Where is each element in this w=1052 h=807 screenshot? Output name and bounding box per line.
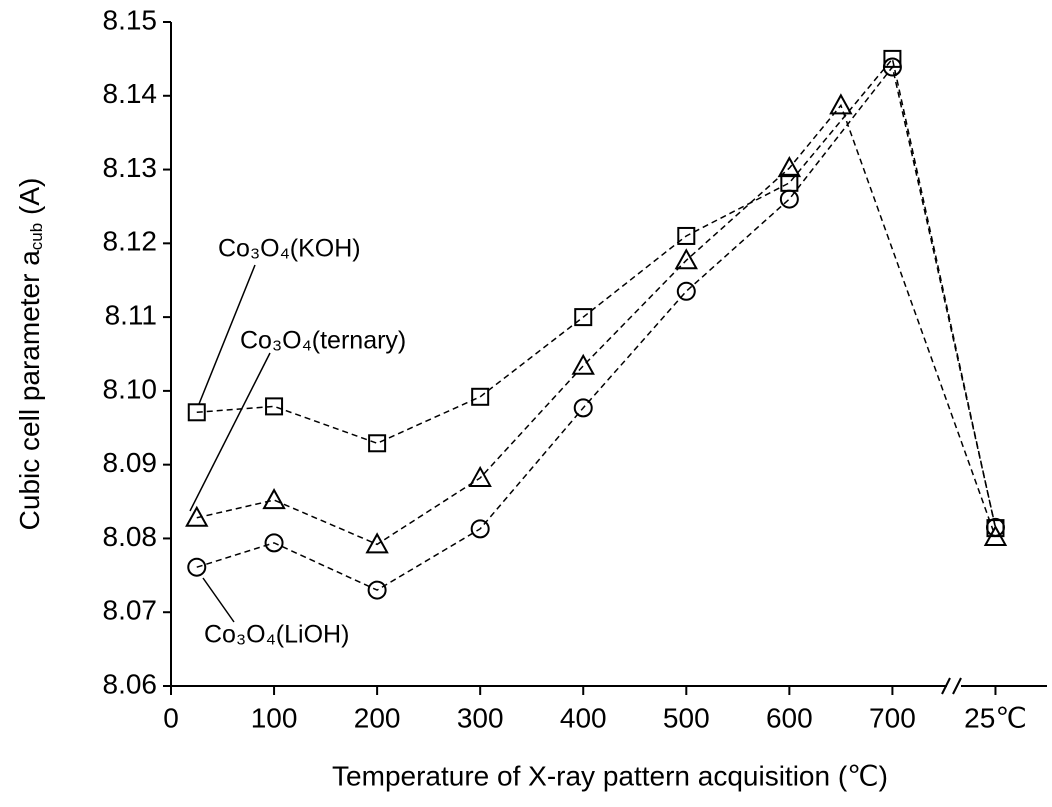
marker [573,398,593,418]
y-tick-label: 8.14 [103,78,158,109]
marker [674,248,698,270]
y-tick-label: 8.13 [103,152,158,183]
y-tick-label: 8.07 [103,595,158,626]
axis-break [941,677,962,695]
series-label: Co₃O₄(ternary) [240,327,406,355]
series-line [196,57,997,529]
marker [367,580,387,600]
x-tick-label: 100 [251,702,298,733]
marker [262,488,286,510]
x-tick-label: 300 [457,702,504,733]
marker [677,226,696,245]
marker [574,308,593,327]
y-tick-label: 8.12 [103,226,158,257]
marker [368,434,387,453]
y-label-main: Cubic cell parameter a [14,250,45,531]
leader-line [189,352,271,512]
marker [187,557,207,577]
marker [983,524,1008,546]
marker [264,533,284,553]
leader-line [198,264,256,405]
marker [779,189,799,209]
marker [471,387,490,406]
x-axis-label: Temperature of X-ray pattern acquisition… [332,760,888,791]
x-tick-label: 600 [766,702,813,733]
marker [470,519,490,539]
y-label-unit: (A) [14,178,45,223]
marker [985,517,1005,537]
y-tick-label: 8.09 [103,447,158,478]
x-tick-label: 200 [354,702,401,733]
y-label-sub: cub [27,223,46,250]
marker [187,403,206,422]
x-tick-label: 500 [663,702,710,733]
series-label: Co₃O₄(KOH) [218,235,361,263]
y-axis-label: Cubic cell parameter acub (A) [14,178,46,531]
x-tick-label: 25℃ [964,702,1027,733]
marker [676,281,696,301]
series-line [196,103,997,546]
leader-line [202,577,235,623]
marker [882,57,902,77]
series-line [196,65,997,591]
marker [571,353,595,375]
x-tick-label: 400 [560,702,607,733]
marker [468,465,492,487]
marker [265,397,284,416]
series-label: Co₃O₄(LiOH) [204,621,349,649]
y-tick-label: 8.06 [103,668,158,699]
y-tick-label: 8.15 [103,4,158,35]
y-tick-label: 8.11 [105,300,157,331]
marker [185,505,209,527]
y-tick-label: 8.10 [103,373,158,404]
marker [365,532,389,554]
x-tick-label: 700 [869,702,916,733]
y-tick-label: 8.08 [103,521,158,552]
x-tick-label: 0 [163,702,179,733]
marker [777,156,802,178]
marker [829,93,853,115]
